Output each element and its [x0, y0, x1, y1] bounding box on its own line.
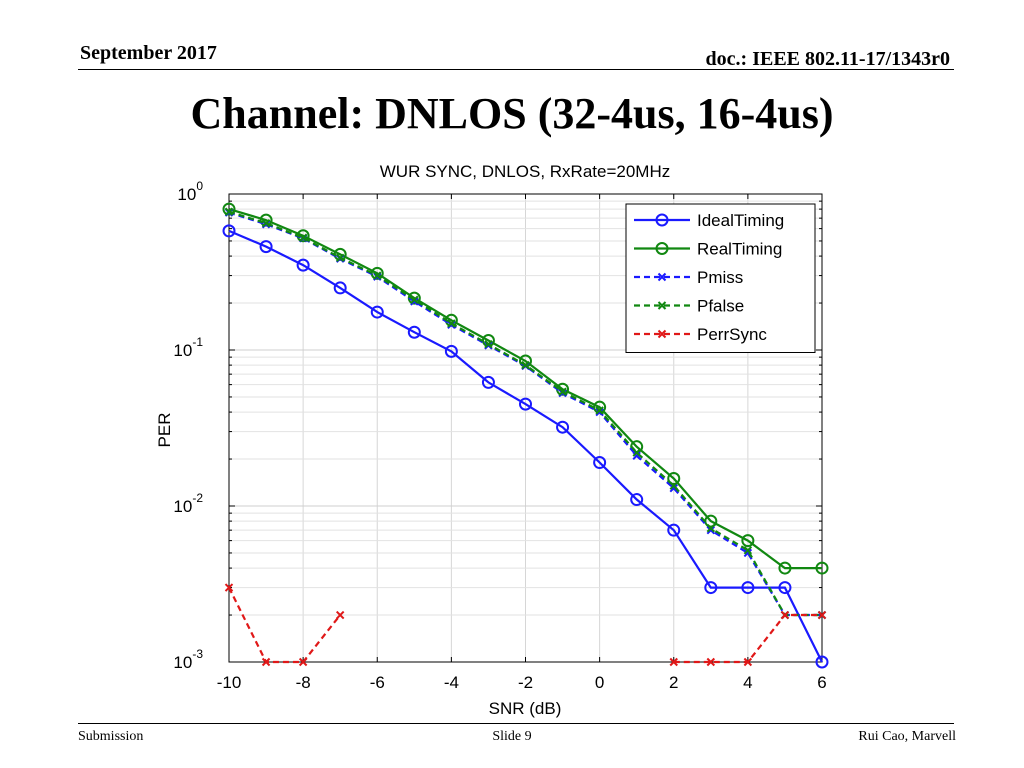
data-point: [444, 344, 458, 358]
x-tick-label: -2: [518, 673, 533, 692]
legend-label: Pfalse: [697, 297, 744, 316]
data-point: [632, 448, 641, 457]
footer-author: Rui Cao, Marvell: [858, 729, 956, 744]
legend-label: IdealTiming: [697, 211, 784, 230]
x-tick-label: 4: [743, 673, 752, 692]
data-point: [706, 525, 716, 535]
data-point: [778, 561, 792, 575]
legend-entry: Pfalse: [634, 297, 744, 316]
data-point: [657, 272, 667, 282]
data-point: [815, 561, 829, 575]
data-point: [741, 581, 755, 595]
data-point: [556, 420, 570, 434]
data-point: [669, 484, 678, 493]
legend-label: RealTiming: [697, 240, 782, 259]
data-point: [519, 397, 532, 411]
data-point: [370, 305, 384, 319]
y-tick-label: 100: [177, 179, 203, 204]
data-point: [706, 524, 716, 533]
slide-title: Channel: DNLOS (32-4us, 16-4us): [190, 89, 834, 138]
legend-entry: Pmiss: [634, 268, 743, 287]
data-point: [655, 213, 669, 227]
data-point: [447, 319, 456, 328]
data-point: [407, 325, 421, 339]
legend-entry: PerrSync: [634, 325, 767, 344]
data-point: [558, 387, 567, 396]
data-point: [741, 534, 755, 548]
data-point: [333, 281, 347, 295]
footer-submission: Submission: [78, 729, 144, 744]
series-layer: [222, 202, 829, 669]
data-point: [259, 240, 273, 254]
header-doc-id: doc.: IEEE 802.11-17/1343r0: [705, 48, 950, 70]
data-point: [655, 242, 669, 255]
data-point: [817, 610, 827, 620]
chart-title: WUR SYNC, DNLOS, RxRate=20MHz: [380, 162, 670, 181]
y-tick-label: 10-1: [173, 335, 203, 360]
data-point: [815, 655, 829, 669]
series-line: [228, 229, 823, 663]
data-point: [410, 295, 419, 304]
y-tick-label: 10-3: [173, 647, 203, 672]
x-tick-label: -10: [217, 673, 242, 692]
data-point: [373, 271, 382, 280]
x-axis-label: SNR (dB): [489, 699, 562, 718]
data-point: [222, 224, 236, 238]
data-point: [630, 493, 644, 507]
series-line: [228, 208, 822, 570]
data-point: [224, 207, 234, 216]
x-tick-label: -4: [444, 673, 459, 692]
legend-box: [625, 203, 816, 353]
header-rule: [78, 69, 954, 70]
footer-rule: [78, 723, 954, 724]
data-point: [667, 523, 681, 537]
data-point: [484, 339, 493, 349]
data-point: [298, 657, 308, 667]
data-point: [593, 456, 607, 470]
x-tick-label: 6: [817, 673, 826, 692]
legend-label: Pmiss: [697, 268, 743, 287]
data-point: [657, 329, 667, 339]
x-tick-label: 0: [595, 673, 604, 692]
data-point: [704, 581, 718, 595]
legend: IdealTiming RealTiming Pmiss Pfalse PerrSync: [625, 203, 816, 353]
data-point: [261, 218, 271, 228]
data-point: [296, 258, 310, 272]
data-point: [669, 657, 678, 667]
data-point: [222, 202, 236, 216]
data-point: [780, 610, 790, 620]
x-tick-label: -6: [370, 673, 385, 692]
data-point: [521, 360, 530, 370]
data-point: [706, 657, 716, 667]
x-tick-label: -8: [296, 673, 311, 692]
x-tick-label: 2: [669, 673, 678, 692]
y-tick-label: 10-2: [173, 491, 203, 516]
footer-slide-number: Slide 9: [492, 729, 532, 744]
data-point: [298, 233, 308, 242]
data-point: [224, 583, 234, 592]
data-point: [481, 375, 495, 389]
data-point: [657, 301, 667, 310]
series-idealtiming: [222, 224, 829, 669]
legend-label: PerrSync: [697, 325, 767, 344]
legend-entry: RealTiming: [634, 240, 782, 259]
y-axis-label: PER: [155, 413, 174, 448]
data-point: [595, 406, 604, 415]
data-point: [743, 657, 753, 667]
data-point: [335, 253, 345, 263]
data-point: [669, 481, 678, 490]
data-point: [778, 581, 792, 595]
header-date: September 2017: [80, 42, 217, 64]
data-point: [261, 657, 271, 667]
ticks: -10 -8 -6 -4 -2 0 2 4 6 100 10-1 10-2 10-3: [173, 179, 826, 692]
data-point: [667, 472, 681, 486]
legend-entry: IdealTiming: [634, 211, 784, 230]
data-point: [743, 546, 753, 555]
series-line: [228, 587, 342, 664]
series-perrsync: [224, 583, 827, 667]
data-point: [335, 610, 345, 620]
